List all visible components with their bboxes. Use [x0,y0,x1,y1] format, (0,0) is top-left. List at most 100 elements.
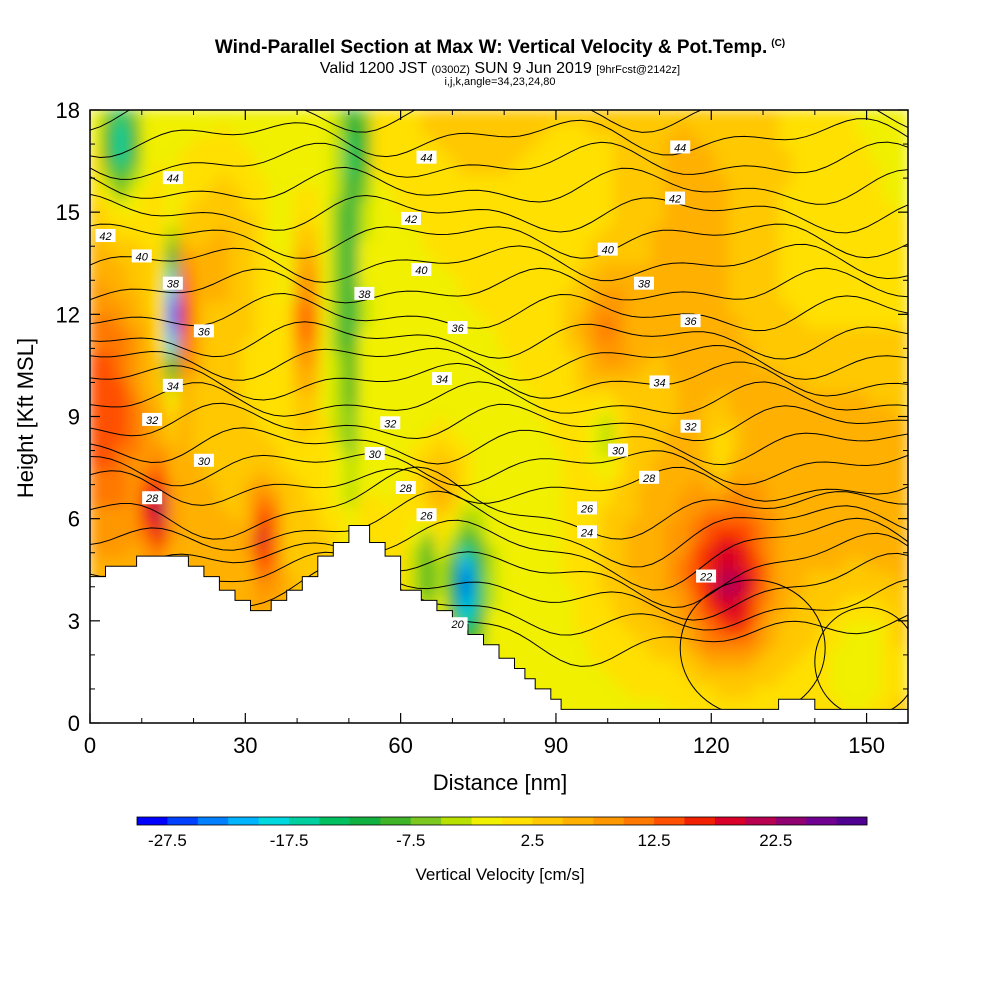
velocity-cell [408,364,424,380]
velocity-cell [344,110,360,124]
velocity-cell [331,185,347,201]
velocity-cell [472,110,488,124]
velocity-cell [804,428,820,444]
velocity-cell [472,415,488,431]
velocity-cell [395,275,411,290]
velocity-cell [625,134,641,150]
velocity-cell [306,275,322,290]
velocity-cell [702,211,718,226]
velocity-cell [689,364,705,380]
velocity-cell [561,517,577,533]
velocity-cell [165,147,181,163]
velocity-cell [613,172,628,188]
velocity-cell [830,492,846,507]
velocity-cell [651,300,667,316]
velocity-cell [740,530,756,546]
velocity-cell [894,453,908,469]
velocity-cell [817,134,833,150]
velocity-cell [408,172,424,188]
velocity-cell [523,581,539,597]
velocity-cell [715,415,731,431]
velocity-cell [804,492,820,507]
velocity-cell [101,211,117,226]
velocity-cell [485,211,500,226]
velocity-cell [280,492,296,507]
velocity-cell [421,568,437,584]
velocity-cell [791,110,807,124]
velocity-cell [114,415,130,431]
velocity-cell [331,110,347,124]
velocity-cell [715,121,731,137]
velocity-cell [791,594,807,610]
velocity-cell [90,389,104,405]
velocity-cell [894,492,908,507]
velocity-cell [625,236,641,252]
velocity-cell [101,262,117,278]
velocity-cell [229,198,245,214]
velocity-cell [689,351,705,367]
velocity-cell [804,645,820,661]
velocity-cell [779,185,794,201]
velocity-cell [715,364,731,380]
velocity-cell [561,619,577,635]
velocity-cell [293,300,309,316]
velocity-cell [204,287,219,303]
velocity-cell [485,581,500,597]
velocity-cell [689,275,705,290]
velocity-cell [165,479,181,495]
velocity-cell [408,198,424,214]
velocity-cell [894,645,908,661]
velocity-cell [625,364,641,380]
y-tick-label: 12 [56,302,80,327]
velocity-cell [267,466,283,482]
velocity-cell [855,377,871,392]
colorbar-tick-label: -7.5 [396,831,425,850]
velocity-cell [485,262,500,278]
velocity-cell [114,160,130,175]
velocity-cell [561,428,577,444]
velocity-cell [843,377,858,392]
velocity-cell [574,428,590,444]
velocity-cell [242,326,258,341]
velocity-cell [344,211,360,226]
velocity-cell [881,441,897,456]
velocity-cell [549,670,564,686]
velocity-cell [165,313,181,329]
velocity-cell [561,134,577,150]
velocity-cell [651,185,667,201]
velocity-cell [523,415,539,431]
velocity-cell [625,670,641,686]
velocity-cell [728,262,743,278]
contour-label-text: 28 [399,483,413,495]
velocity-cell [331,211,347,226]
velocity-cell [868,619,884,635]
velocity-cell [242,466,258,482]
velocity-cell [459,338,475,354]
velocity-cell [779,492,794,507]
velocity-cell [152,110,168,124]
velocity-cell [101,326,117,341]
velocity-cell [613,645,628,661]
y-tick-label: 6 [68,507,80,532]
velocity-cell [894,110,908,124]
velocity-cell [676,543,692,558]
velocity-cell [459,236,475,252]
velocity-cell [651,441,667,456]
velocity-cell [319,479,334,495]
velocity-cell [881,121,897,137]
velocity-cell [395,492,411,507]
velocity-cell [894,607,908,622]
velocity-cell [702,172,718,188]
velocity-cell [114,275,130,290]
velocity-cell [140,121,155,137]
velocity-cell [140,300,155,316]
velocity-cell [702,479,718,495]
velocity-cell [561,568,577,584]
velocity-cell [561,683,577,699]
velocity-cell [817,198,833,214]
velocity-cell [715,607,731,622]
velocity-cell [894,555,908,571]
velocity-cell [510,492,526,507]
x-tick-label: 30 [233,733,257,758]
velocity-cell [152,517,168,533]
